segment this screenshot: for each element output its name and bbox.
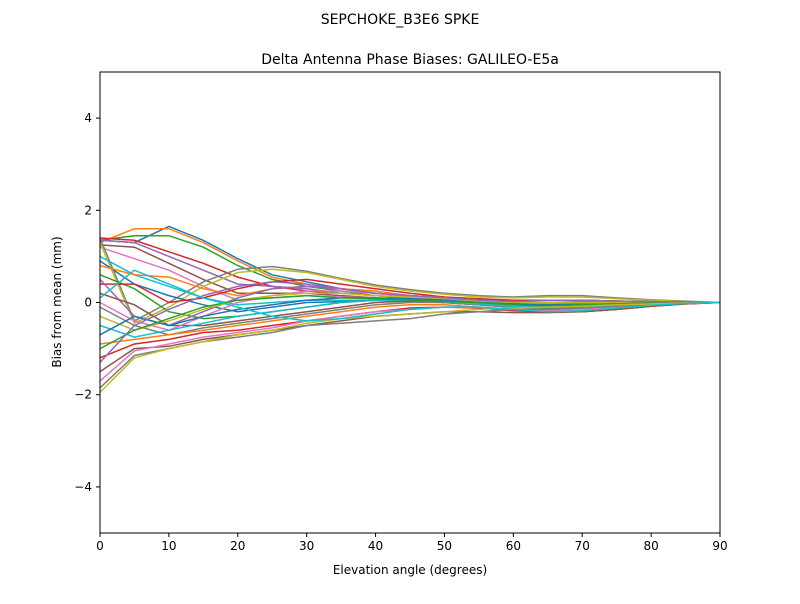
series-line-23: [99, 294, 720, 350]
series-line-9: [99, 242, 721, 325]
x-tick-label: 30: [299, 539, 314, 553]
plot-frame: [99, 71, 721, 534]
chart-title: Delta Antenna Phase Biases: GALILEO-E5a: [261, 52, 559, 68]
chart-suptitle: SEPCHOKE_B3E6 SPKE: [321, 12, 480, 28]
x-tick-label: 0: [96, 539, 104, 553]
y-tick-label: 4: [84, 111, 92, 125]
y-axis-label: Bias from mean (mm): [50, 236, 64, 367]
x-axis-label: Elevation angle (degrees): [333, 563, 487, 577]
x-tick-label: 20: [230, 539, 245, 553]
x-tick-label: 10: [161, 539, 176, 553]
y-tick-label: 2: [84, 203, 92, 217]
y-tick-label: −2: [74, 388, 92, 402]
x-tick-label: 50: [437, 539, 452, 553]
y-tick-label: 0: [84, 296, 92, 310]
series-lines: [99, 225, 721, 393]
x-tick-label: 70: [575, 539, 590, 553]
series-line-19: [99, 292, 720, 331]
series-line-25: [99, 281, 721, 363]
series-line-30: [99, 269, 721, 322]
x-tick-label: 60: [506, 539, 521, 553]
x-tick-label: 80: [643, 539, 658, 553]
y-tick-label: −4: [74, 480, 92, 494]
x-tick-label: 40: [368, 539, 383, 553]
axis-ticks: 0 10 20 30 40 50 60 70 80 90 −4 −2 0 2 4: [74, 111, 727, 553]
x-tick-label: 90: [712, 539, 727, 553]
series-line-29: [99, 301, 721, 393]
series-line-8: [99, 237, 721, 322]
